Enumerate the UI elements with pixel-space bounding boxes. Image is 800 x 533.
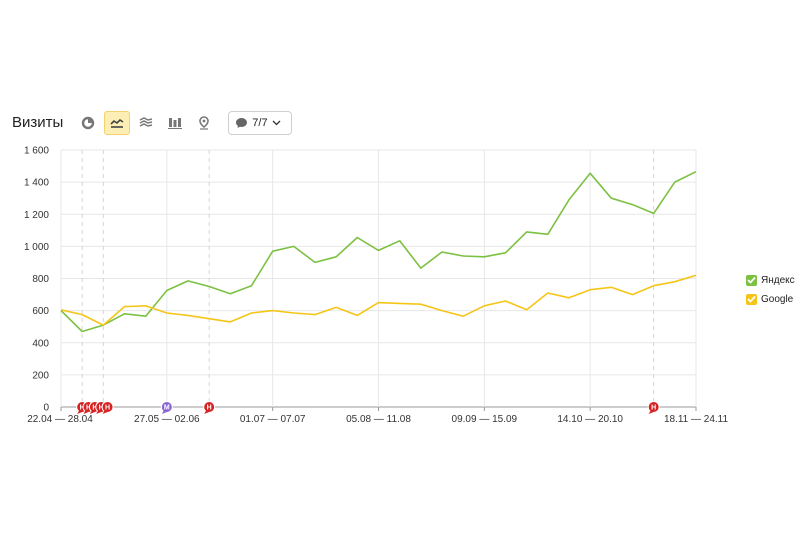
y-tick-label: 1 000 — [24, 242, 49, 253]
x-axis-labels: 22.04 — 28.04 27.05 — 02.06 01.07 — 07.07 0… — [27, 414, 728, 425]
x-tick-label: 09.09 — 15.09 — [452, 414, 518, 425]
y-tick-label: 200 — [32, 370, 49, 381]
area-chart-icon — [139, 117, 153, 127]
event-marker-letter: Н — [86, 405, 91, 412]
checkbox-checked-icon[interactable] — [746, 293, 757, 305]
event-marker-red[interactable]: Н — [101, 401, 114, 415]
event-marker-letter: Н — [80, 405, 85, 412]
annotations-dropdown[interactable]: 7/7 — [228, 111, 292, 135]
comment-icon — [236, 118, 248, 128]
y-tick-label: 1 600 — [24, 146, 49, 157]
series-line-google — [60, 274, 697, 326]
series-line-yandex — [60, 170, 697, 333]
event-marker-letter: Н — [651, 405, 656, 412]
column-chart-icon — [168, 118, 183, 129]
legend-label: Яндекс — [761, 274, 795, 286]
series-lines — [60, 170, 697, 333]
chart-legend: Яндекс Google — [746, 271, 795, 309]
event-marker-letter: М — [164, 405, 170, 412]
map-pin-icon — [199, 116, 210, 130]
pie-chart-button[interactable] — [75, 111, 101, 135]
y-tick-label: 600 — [32, 306, 49, 317]
y-tick-label: 1 200 — [24, 210, 49, 221]
event-marker-red[interactable]: Н — [647, 401, 660, 415]
chevron-down-icon — [272, 120, 281, 126]
annotations-count: 7/7 — [252, 117, 268, 129]
x-tick-label: 27.05 — 02.06 — [134, 414, 200, 425]
event-marker-purple[interactable]: М — [160, 401, 173, 415]
grid — [60, 149, 697, 411]
x-tick-label: 18.11 — 24.11 — [664, 414, 729, 425]
y-tick-label: 400 — [32, 338, 49, 349]
legend-item-google[interactable]: Google — [746, 290, 795, 308]
event-marker-letter: Н — [99, 405, 104, 412]
checkbox-checked-icon[interactable] — [746, 274, 757, 286]
x-tick-label: 22.04 — 28.04 — [27, 414, 93, 425]
event-marker-letter: Н — [105, 405, 110, 412]
event-marker-red[interactable]: Н — [203, 401, 216, 415]
legend-label: Google — [761, 293, 794, 305]
y-tick-label: 1 400 — [24, 178, 49, 189]
map-button[interactable] — [191, 111, 217, 135]
line-chart-icon — [110, 118, 124, 128]
event-guides — [81, 150, 655, 407]
pie-chart-icon — [82, 116, 95, 130]
area-chart-button[interactable] — [133, 111, 159, 135]
line-chart-button[interactable] — [104, 111, 131, 135]
chart-toolbar: Визиты — [12, 110, 292, 136]
x-tick-label: 05.08 — 11.08 — [346, 414, 411, 425]
event-marker-letter: Н — [92, 405, 97, 412]
x-tick-label: 01.07 — 07.07 — [240, 414, 306, 425]
page-title: Визиты — [12, 114, 64, 131]
event-marker-letter: Н — [207, 405, 212, 412]
column-chart-button[interactable] — [162, 111, 188, 135]
y-axis-labels: 0 200 400 600 800 1 000 1 200 1 400 1 600 — [24, 146, 49, 414]
legend-item-yandex[interactable]: Яндекс — [746, 271, 795, 289]
y-tick-label: 0 — [43, 403, 49, 414]
y-tick-label: 800 — [32, 274, 49, 285]
x-tick-label: 14.10 — 20.10 — [557, 414, 623, 425]
